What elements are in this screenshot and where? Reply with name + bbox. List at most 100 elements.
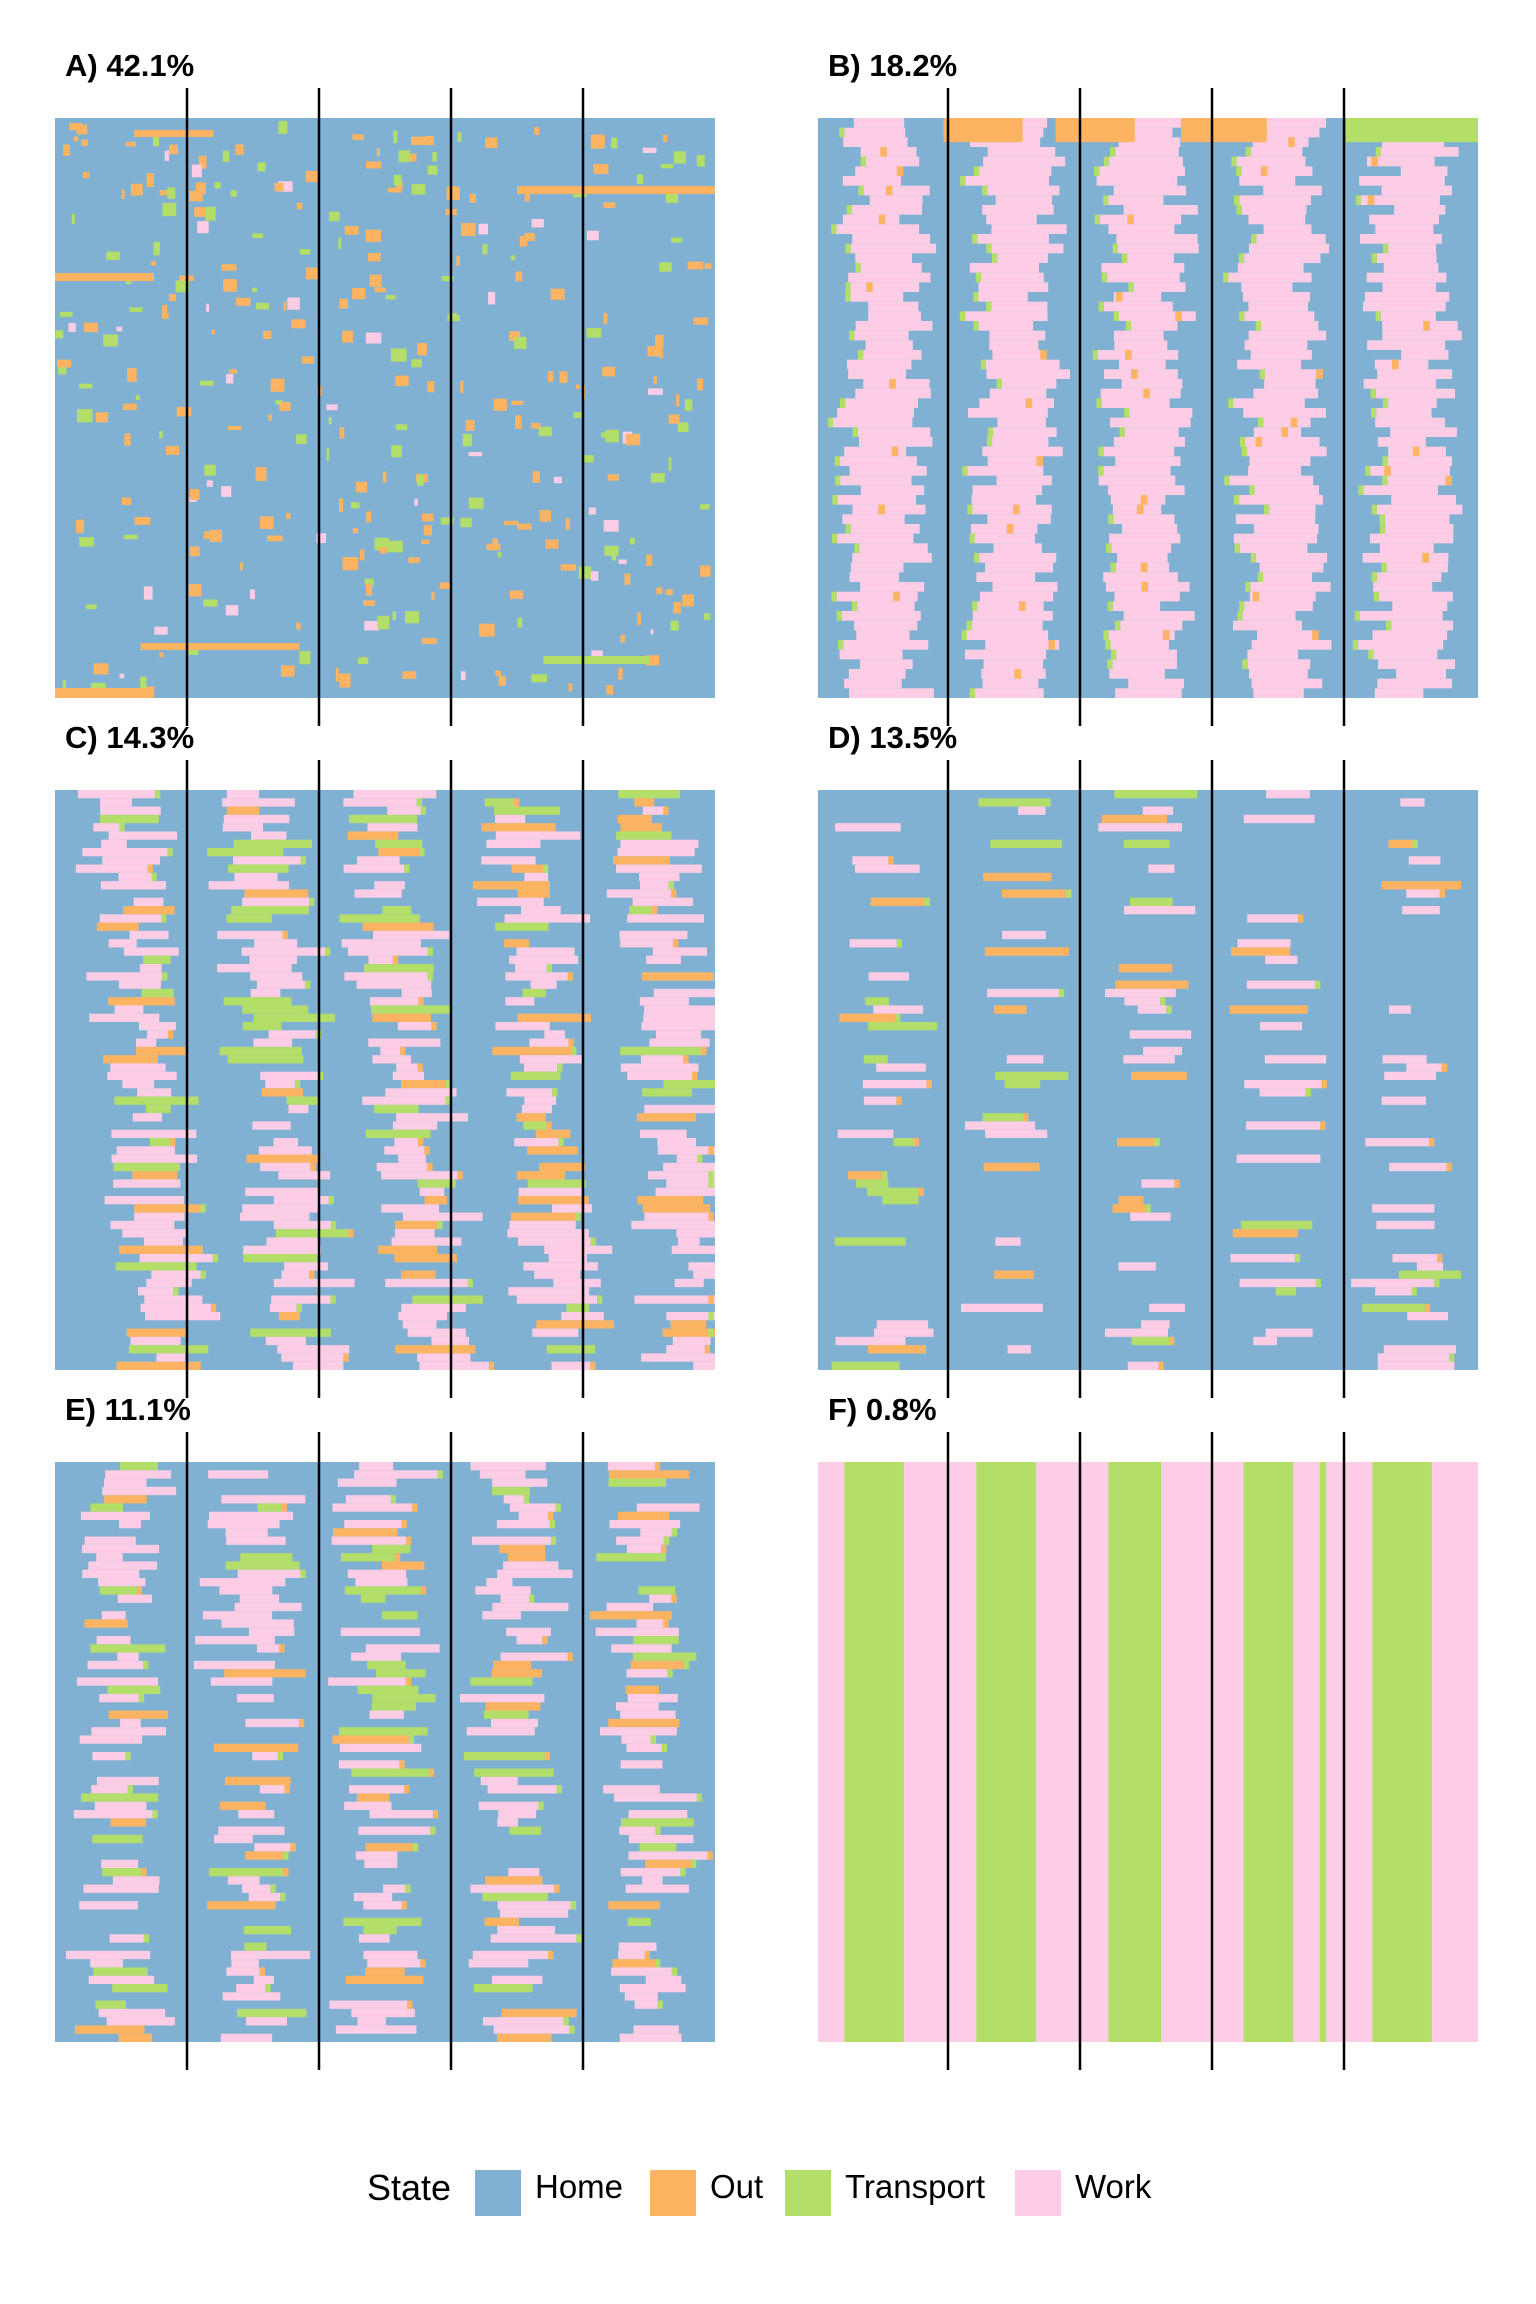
state-cell xyxy=(330,1295,336,1304)
state-cell xyxy=(850,524,920,534)
state-cell xyxy=(1246,1121,1321,1130)
state-cell xyxy=(1251,147,1303,157)
state-cell xyxy=(352,134,364,140)
state-cell xyxy=(1381,1096,1426,1105)
state-cell xyxy=(521,1104,552,1114)
state-cell xyxy=(1239,543,1308,553)
state-cell xyxy=(108,831,178,840)
state-cell xyxy=(855,166,902,176)
state-cell xyxy=(647,346,663,357)
state-cell xyxy=(969,263,1039,273)
state-cell xyxy=(356,980,432,989)
state-cell xyxy=(1391,359,1399,370)
state-cell xyxy=(636,1113,696,1122)
state-cell xyxy=(96,1636,131,1645)
state-cell xyxy=(969,688,976,698)
state-cell xyxy=(624,1992,658,2001)
state-cell xyxy=(420,806,426,815)
state-cell xyxy=(986,359,1060,370)
state-cell xyxy=(991,301,1048,312)
state-cell xyxy=(972,485,1043,495)
state-cell xyxy=(488,291,496,305)
state-cell xyxy=(986,214,1037,225)
state-cell xyxy=(967,466,1044,476)
state-cell xyxy=(1377,678,1452,689)
state-cell xyxy=(1375,311,1381,321)
state-cell xyxy=(660,1478,667,1487)
state-cell xyxy=(1257,417,1264,428)
state-cell xyxy=(655,334,664,348)
state-cell xyxy=(663,1162,715,1172)
state-cell xyxy=(855,1179,889,1188)
state-cell xyxy=(127,368,137,382)
state-cell xyxy=(636,1503,700,1512)
state-cell xyxy=(504,939,530,948)
state-cell xyxy=(855,388,931,399)
panel-title-d: D) 13.5% xyxy=(828,720,957,755)
state-cell xyxy=(71,213,75,225)
state-cell xyxy=(671,1967,678,1976)
state-cell xyxy=(408,1735,415,1744)
state-cell xyxy=(1109,669,1165,679)
state-cell xyxy=(1379,514,1385,524)
state-cell xyxy=(1253,388,1318,399)
state-cell xyxy=(517,617,523,628)
state-cell xyxy=(55,688,154,698)
state-cell xyxy=(654,1462,661,1471)
state-cell xyxy=(128,1345,209,1354)
state-cell xyxy=(611,554,617,561)
state-cell xyxy=(523,1121,547,1130)
state-cell xyxy=(339,914,420,923)
state-cell xyxy=(486,1578,513,1587)
state-cell xyxy=(1098,823,1182,832)
state-cell xyxy=(657,1146,715,1155)
state-cell xyxy=(149,1138,171,1147)
state-cell xyxy=(1014,669,1022,679)
state-cell xyxy=(856,630,910,640)
state-cell xyxy=(226,806,260,815)
state-cell xyxy=(553,476,562,484)
state-cell xyxy=(624,573,631,585)
state-cell xyxy=(1362,1303,1425,1312)
state-cell xyxy=(343,1353,349,1362)
state-cell xyxy=(154,626,168,635)
state-cell xyxy=(395,375,409,387)
state-cell xyxy=(405,1884,411,1893)
state-cell xyxy=(252,287,258,292)
state-cell xyxy=(114,1096,199,1105)
state-cell xyxy=(125,1752,131,1761)
state-cell xyxy=(1110,649,1117,660)
state-cell xyxy=(96,1776,159,1786)
state-cell xyxy=(1366,156,1435,167)
state-cell xyxy=(108,997,175,1006)
state-cell xyxy=(485,1702,541,1711)
state-cell xyxy=(1129,408,1193,418)
state-cell xyxy=(619,2033,682,2042)
state-cell xyxy=(842,514,905,524)
state-cell xyxy=(619,1826,656,1835)
state-cell xyxy=(228,864,289,873)
state-cell xyxy=(868,311,921,321)
state-cell xyxy=(401,988,432,998)
state-cell xyxy=(532,471,540,483)
state-cell xyxy=(997,253,1048,263)
state-cell xyxy=(233,856,301,865)
state-cell xyxy=(79,1901,138,1910)
state-cell xyxy=(114,1005,144,1014)
state-cell xyxy=(979,398,1055,408)
state-cell xyxy=(378,1245,438,1254)
state-cell xyxy=(156,1353,186,1362)
state-cell xyxy=(844,446,907,457)
state-cell xyxy=(351,2008,415,2018)
state-cell xyxy=(103,1055,153,1064)
state-cell xyxy=(608,1478,661,1487)
state-cell xyxy=(882,1171,888,1180)
state-cell xyxy=(693,1270,715,1279)
state-cell xyxy=(197,221,209,234)
state-cell xyxy=(650,629,654,635)
state-cell xyxy=(495,922,549,931)
state-cell xyxy=(617,1511,670,1520)
state-cell xyxy=(395,424,408,431)
state-cell xyxy=(618,1950,645,1960)
state-cell xyxy=(990,839,1057,848)
